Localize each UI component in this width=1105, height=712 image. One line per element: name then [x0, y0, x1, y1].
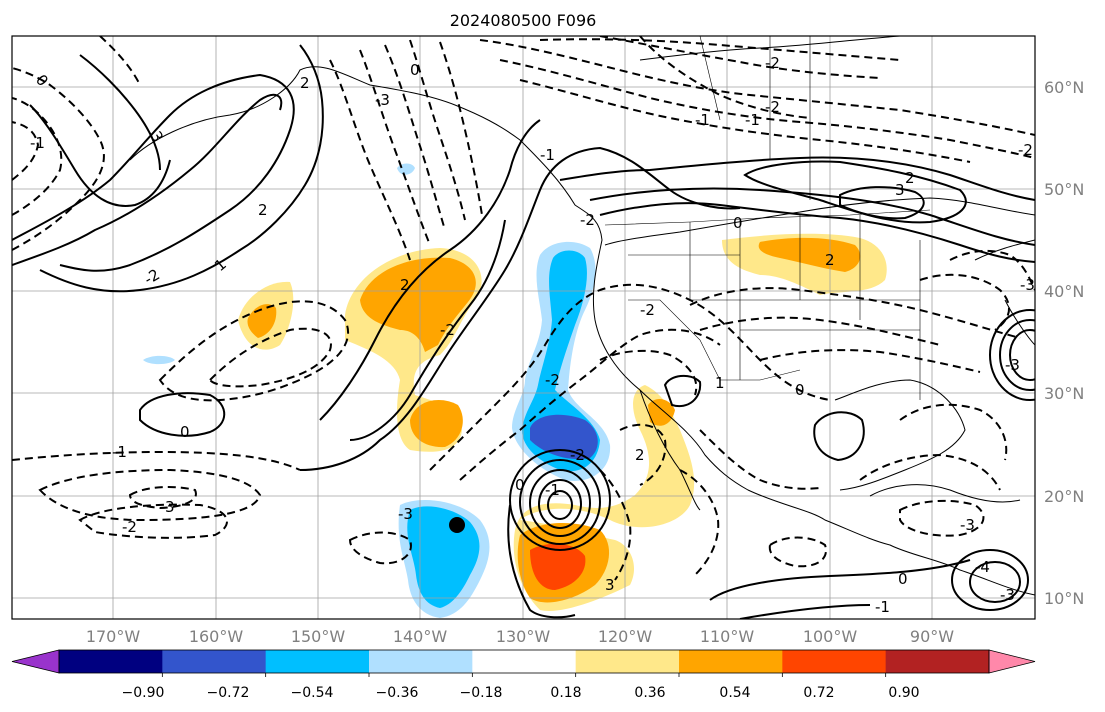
latitude-labels: 60°N 50°N 40°N 30°N 20°N 10°N — [1044, 78, 1084, 608]
lat-label: 20°N — [1044, 487, 1084, 506]
contour-label: -2 — [640, 301, 655, 319]
contour-label: 0 — [898, 570, 908, 588]
lon-label: 170°W — [86, 627, 141, 646]
colorbar-segment — [265, 650, 370, 673]
colorbar-tick-label: −0.36 — [376, 685, 419, 701]
contour-label: -1 — [875, 598, 890, 616]
contour-label: 0 — [733, 214, 743, 232]
colorbar-tick-label: 0.18 — [550, 685, 581, 701]
lon-label: 160°W — [189, 627, 244, 646]
lon-label: 140°W — [393, 627, 448, 646]
gridlines — [12, 36, 1035, 619]
contour-label: -3 — [1020, 276, 1035, 294]
colorbar-segment — [59, 650, 163, 673]
colorbar-tick-label: 0.72 — [803, 685, 834, 701]
contour-label: -1 — [745, 111, 760, 129]
contour-label: -2 — [765, 54, 780, 72]
colorbar-segment — [162, 650, 267, 673]
lat-label: 50°N — [1044, 180, 1084, 199]
colorbar-segment — [369, 650, 473, 673]
coastlines — [129, 36, 1035, 596]
contour-label: 2 — [825, 251, 835, 269]
colorbar-extend-high — [988, 649, 1036, 674]
contour-label: 2 — [300, 74, 310, 92]
contour-label: -2 — [580, 211, 595, 229]
contour-label: 2 — [635, 446, 645, 464]
contour-label: -2 — [440, 321, 455, 339]
contour-label: -3 — [375, 91, 390, 109]
colorbar-segment — [885, 650, 990, 673]
contour-label: -1 — [695, 111, 710, 129]
longitude-labels: 170°W 160°W 150°W 140°W 130°W 120°W 110°… — [86, 627, 954, 646]
lon-label: 110°W — [700, 627, 755, 646]
map-title: 2024080500 F096 — [450, 11, 597, 30]
map-frame — [11, 35, 1036, 620]
lon-label: 120°W — [598, 627, 653, 646]
contour-label: -1 — [545, 481, 560, 499]
contour-label: -1 — [540, 146, 555, 164]
storm-center-dot — [449, 517, 465, 533]
contour-label: 2 — [258, 201, 268, 219]
lon-label: 90°W — [910, 627, 954, 646]
colorbar-tick-label: −0.54 — [291, 685, 334, 701]
colorbar-tick-label: −0.18 — [460, 685, 503, 701]
colorbar-segment — [782, 650, 887, 673]
lat-label: 30°N — [1044, 384, 1084, 403]
map-area: 0 -1 2 3 -2 2 -2 1 0 -1 -2 3 -3 -2 0 -1 … — [12, 36, 1035, 619]
lon-label: 150°W — [291, 627, 346, 646]
contour-label: -1 — [112, 443, 127, 461]
contour-label: 0 — [180, 423, 190, 441]
shaded-field — [143, 163, 887, 618]
political-borders — [604, 36, 931, 400]
contour-lines — [12, 36, 1035, 619]
colorbar — [11, 649, 1036, 677]
contour-label: -3 — [398, 505, 413, 523]
contour-label: 0 — [410, 61, 420, 79]
contour-label: 2 — [905, 169, 915, 187]
contour-label: 0 — [515, 476, 525, 494]
colorbar-segment — [679, 650, 783, 673]
contour-label: 3 — [605, 576, 615, 594]
contour-labels: 0 -1 2 3 -2 2 -2 1 0 -1 -2 3 -3 -2 0 -1 … — [30, 54, 1035, 616]
colorbar-tick-label: 0.36 — [634, 685, 665, 701]
contour-label: -4 — [975, 558, 990, 576]
colorbar-frame — [58, 649, 990, 674]
contour-label: -3 — [960, 516, 975, 534]
lat-label: 10°N — [1044, 589, 1084, 608]
contour-label: -3 — [1000, 586, 1015, 604]
lat-label: 40°N — [1044, 282, 1084, 301]
colorbar-segment — [472, 650, 577, 673]
colorbar-labels: −0.90 −0.72 −0.54 −0.36 −0.18 0.18 0.36 … — [122, 685, 920, 701]
contour-label: 2 — [400, 276, 410, 294]
colorbar-tick-label: 0.90 — [888, 685, 919, 701]
colorbar-tick-label: −0.90 — [122, 685, 165, 701]
colorbar-tick-label: 0.54 — [719, 685, 750, 701]
lon-label: 100°W — [803, 627, 858, 646]
contour-label: -2 — [765, 98, 780, 116]
colorbar-segment — [575, 650, 680, 673]
contour-label: -1 — [30, 134, 45, 152]
contour-label: 0 — [795, 381, 805, 399]
colorbar-extend-low — [11, 649, 60, 674]
colorbar-tick-label: −0.72 — [207, 685, 250, 701]
contour-label: -2 — [570, 446, 585, 464]
contour-label: 3 — [165, 498, 175, 516]
contour-label: 1 — [715, 374, 725, 392]
contour-label: -2 — [1018, 141, 1033, 159]
lon-label: 130°W — [496, 627, 551, 646]
lat-label: 60°N — [1044, 78, 1084, 97]
contour-label: -2 — [545, 371, 560, 389]
contour-label: 3 — [895, 181, 905, 199]
contour-label: -2 — [122, 518, 137, 536]
contour-label: -3 — [1005, 356, 1020, 374]
